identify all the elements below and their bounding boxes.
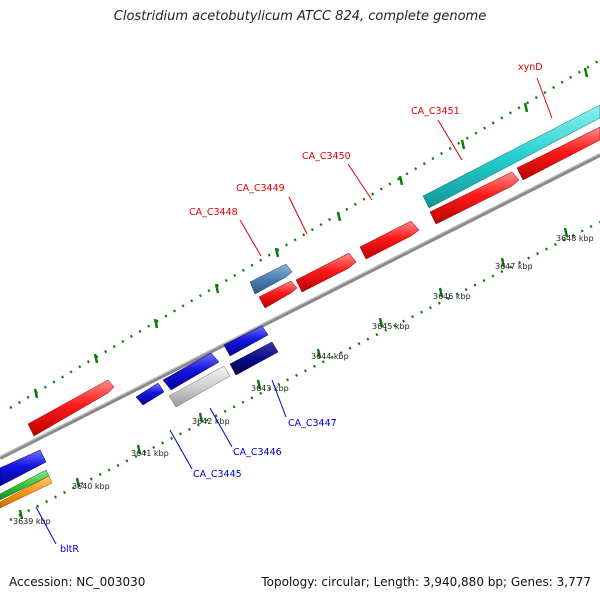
reverse-strand-genes	[0, 325, 279, 509]
gene-CA_C3445[interactable]	[135, 382, 165, 406]
gene-forward-left[interactable]	[27, 379, 115, 437]
gene-bltR[interactable]	[0, 475, 53, 509]
scale-major-ticks	[18, 227, 569, 520]
tick-label-3645: 3645 kbp	[372, 322, 410, 331]
inner-tick-track	[9, 220, 600, 522]
gene-CA_C3446[interactable]	[168, 365, 231, 408]
label-CA_C3448[interactable]: CA_C3448	[189, 207, 238, 218]
accession-text: Accession: NC_003030	[9, 575, 146, 589]
outer-tick-track	[9, 58, 600, 410]
gene-xynD-red[interactable]	[516, 126, 600, 181]
gene-CA_C3448-upper[interactable]	[249, 263, 293, 295]
label-xynD[interactable]: xynD	[518, 62, 543, 73]
label-bltR[interactable]: bltR	[60, 544, 79, 555]
genome-backbone	[0, 153, 600, 460]
gene-CA_C3450[interactable]	[359, 220, 420, 260]
tick-label-3639: 3639 kbp	[13, 517, 51, 526]
map-title: Clostridium acetobutylicum ATCC 824, com…	[113, 9, 487, 24]
label-CA_C3446[interactable]: CA_C3446	[233, 447, 282, 458]
gene-left-blue[interactable]	[0, 449, 47, 487]
tick-label-3643: 3643 kbp	[251, 384, 289, 393]
gene-CA_C3447-upper[interactable]	[223, 325, 269, 357]
gene-CA_C3451[interactable]	[429, 171, 520, 225]
outer-major-ticks	[33, 67, 589, 399]
tick-label-3648: 3648 kbp	[556, 234, 594, 243]
label-leaders	[35, 77, 553, 545]
gene-CA_C3445-b[interactable]	[162, 352, 220, 391]
label-CA_C3450[interactable]: CA_C3450	[302, 151, 351, 162]
scale-labels: 3639 kbp 3640 kbp 3641 kbp 3642 kbp 3643…	[13, 234, 594, 526]
gene-xynD-cyan[interactable]	[422, 104, 600, 209]
gene-CA_C3448[interactable]	[258, 280, 298, 309]
forward-strand-genes	[27, 104, 600, 437]
gene-CA_C3449[interactable]	[295, 252, 357, 293]
label-CA_C3445[interactable]: CA_C3445	[193, 469, 242, 480]
label-CA_C3447[interactable]: CA_C3447	[288, 418, 337, 429]
topology-text: Topology: circular; Length: 3,940,880 bp…	[261, 575, 591, 589]
tick-label-3647: 3647 kbp	[495, 262, 533, 271]
tick-label-3641: 3641 kbp	[131, 449, 169, 458]
tick-label-3640: 3640 kbp	[72, 482, 110, 491]
tick-label-3644: 3644 kbp	[311, 352, 349, 361]
tick-label-3646: 3646 kbp	[433, 292, 471, 301]
gene-CA_C3447[interactable]	[229, 341, 279, 376]
gene-labels: xynD CA_C3451 CA_C3450 CA_C3449 CA_C3448…	[60, 62, 543, 555]
tick-label-3642: 3642 kbp	[192, 417, 230, 426]
label-CA_C3449[interactable]: CA_C3449	[236, 183, 285, 194]
genome-backbone-highlight	[0, 153, 600, 457]
label-CA_C3451[interactable]: CA_C3451	[411, 106, 460, 117]
